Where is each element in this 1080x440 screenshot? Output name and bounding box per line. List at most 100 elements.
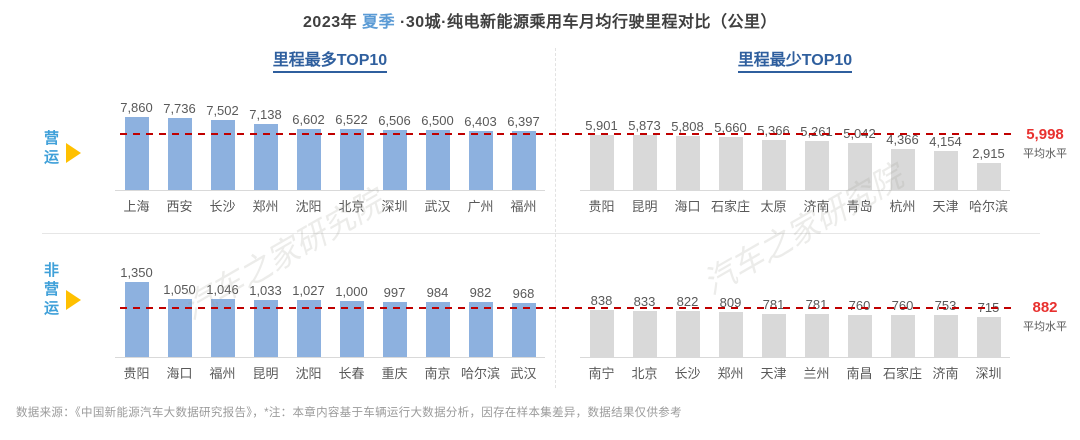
bar-cell: 1,033 bbox=[244, 283, 287, 357]
city-label: 上海 bbox=[123, 199, 150, 214]
x-axis-labels: 上海 西安 长沙 郑州 沈阳 北京 深圳 武汉 广州 福州 bbox=[115, 196, 545, 215]
horizontal-divider bbox=[42, 233, 1040, 234]
bar-cell: 781 bbox=[795, 297, 838, 357]
city-label: 石家庄 bbox=[882, 366, 922, 381]
city-label: 北京 bbox=[338, 199, 365, 214]
bar-value-label: 968 bbox=[512, 286, 535, 301]
bar bbox=[589, 135, 614, 190]
average-value: 5,998 bbox=[1026, 126, 1064, 143]
bar bbox=[933, 315, 958, 357]
city-label: 石家庄 bbox=[710, 199, 750, 214]
bar-cell: 715 bbox=[967, 300, 1010, 357]
city-label: 武汉 bbox=[424, 199, 451, 214]
bar bbox=[804, 141, 829, 190]
bar-value-label: 1,046 bbox=[206, 282, 239, 297]
bar-value-label: 6,403 bbox=[464, 114, 497, 129]
bar-value-label: 809 bbox=[719, 295, 742, 310]
bar bbox=[468, 302, 493, 357]
average-value: 882 bbox=[1032, 299, 1058, 316]
bar-value-label: 6,397 bbox=[507, 114, 540, 129]
bar-value-label: 838 bbox=[590, 293, 613, 308]
bar bbox=[210, 120, 235, 190]
bar bbox=[296, 129, 321, 190]
average-callout-operating: 5,998 平均水平 bbox=[1012, 126, 1078, 161]
bar-cell: 760 bbox=[881, 298, 924, 357]
bar bbox=[339, 129, 364, 190]
bar-value-label: 5,873 bbox=[628, 118, 661, 133]
city-label: 贵阳 bbox=[123, 366, 150, 381]
bar-value-label: 1,027 bbox=[292, 283, 325, 298]
bar-cell: 6,506 bbox=[373, 113, 416, 190]
city-label: 深圳 bbox=[381, 199, 408, 214]
title-season: 夏季 bbox=[362, 14, 396, 31]
bar-cell: 2,915 bbox=[967, 146, 1010, 190]
bar-value-label: 5,660 bbox=[714, 120, 747, 135]
bar-cell: 984 bbox=[416, 285, 459, 357]
bar-cell: 1,000 bbox=[330, 284, 373, 357]
average-line-operating bbox=[120, 133, 1012, 135]
bar-value-label: 781 bbox=[762, 297, 785, 312]
bar-value-label: 6,602 bbox=[292, 112, 325, 127]
bar bbox=[632, 311, 657, 357]
bar-cell: 6,397 bbox=[502, 114, 545, 190]
bar-cell: 7,138 bbox=[244, 107, 287, 190]
bar-cell: 6,522 bbox=[330, 112, 373, 190]
bar bbox=[718, 137, 743, 190]
bar-cell: 1,027 bbox=[287, 283, 330, 357]
bar bbox=[124, 282, 149, 357]
bar-cell: 6,602 bbox=[287, 112, 330, 190]
bar-value-label: 7,860 bbox=[120, 100, 153, 115]
city-label: 福州 bbox=[510, 199, 537, 214]
chart-operating-least: 5,901 5,873 5,808 5,660 5,366 5,261 5,042 4,366… bbox=[580, 100, 1010, 215]
city-label: 天津 bbox=[760, 366, 787, 381]
chart-non-operating-least: 838 833 822 809 781 781 760 760 753 715 南宁 北京 长沙 郑州 天… bbox=[580, 267, 1010, 382]
city-label: 哈尔滨 bbox=[968, 199, 1008, 214]
bar-value-label: 982 bbox=[469, 285, 492, 300]
bar-value-label: 5,261 bbox=[800, 124, 833, 139]
bar bbox=[632, 135, 657, 190]
bar-cell: 968 bbox=[502, 286, 545, 357]
bar-plot-area: 7,860 7,736 7,502 7,138 6,602 6,522 6,506 6,500… bbox=[115, 100, 545, 191]
bar-value-label: 4,366 bbox=[886, 132, 919, 147]
bar-cell: 838 bbox=[580, 293, 623, 357]
city-label: 郑州 bbox=[252, 199, 279, 214]
x-axis-labels: 南宁 北京 长沙 郑州 天津 兰州 南昌 石家庄 济南 深圳 bbox=[580, 363, 1010, 382]
bar-cell: 1,046 bbox=[201, 282, 244, 357]
bar-cell: 753 bbox=[924, 298, 967, 357]
bar bbox=[589, 310, 614, 357]
bar bbox=[296, 300, 321, 357]
bar-cell: 5,808 bbox=[666, 119, 709, 190]
city-label: 北京 bbox=[631, 366, 658, 381]
average-caption: 平均水平 bbox=[1023, 148, 1067, 160]
triangle-icon bbox=[66, 143, 81, 163]
bar-cell: 1,350 bbox=[115, 265, 158, 357]
bar bbox=[124, 117, 149, 190]
chart-non-operating-most: 1,350 1,050 1,046 1,033 1,027 1,000 997 984 982 9… bbox=[115, 265, 545, 382]
bar-cell: 760 bbox=[838, 298, 881, 357]
bar-value-label: 760 bbox=[891, 298, 914, 313]
bar-value-label: 760 bbox=[848, 298, 871, 313]
average-caption: 平均水平 bbox=[1023, 321, 1067, 333]
bar bbox=[976, 317, 1001, 357]
bar-value-label: 7,138 bbox=[249, 107, 282, 122]
bar bbox=[253, 300, 278, 357]
bar bbox=[167, 118, 192, 190]
chart-operating-most: 7,860 7,736 7,502 7,138 6,602 6,522 6,506 6,500… bbox=[115, 100, 545, 215]
page-title: 2023年 夏季 ·30城·纯电新能源乘用车月均行驶里程对比（公里） bbox=[0, 8, 1080, 32]
row-label-operating: 营运 bbox=[42, 130, 59, 168]
bar-cell: 822 bbox=[666, 294, 709, 357]
city-label: 杭州 bbox=[889, 199, 916, 214]
city-label: 南京 bbox=[424, 366, 451, 381]
bar-cell: 7,736 bbox=[158, 101, 201, 190]
bar-cell: 4,154 bbox=[924, 134, 967, 190]
city-label: 贵阳 bbox=[588, 199, 615, 214]
bar-value-label: 997 bbox=[383, 285, 406, 300]
bar bbox=[761, 140, 786, 190]
row-label-non-operating: 非营运 bbox=[42, 262, 59, 319]
title-rest: ·30城·纯电新能源乘用车月均行驶里程对比（公里） bbox=[395, 14, 777, 31]
bar-value-label: 7,502 bbox=[206, 103, 239, 118]
bar bbox=[675, 136, 700, 190]
bar-value-label: 1,350 bbox=[120, 265, 153, 280]
city-label: 郑州 bbox=[717, 366, 744, 381]
bar bbox=[675, 311, 700, 357]
